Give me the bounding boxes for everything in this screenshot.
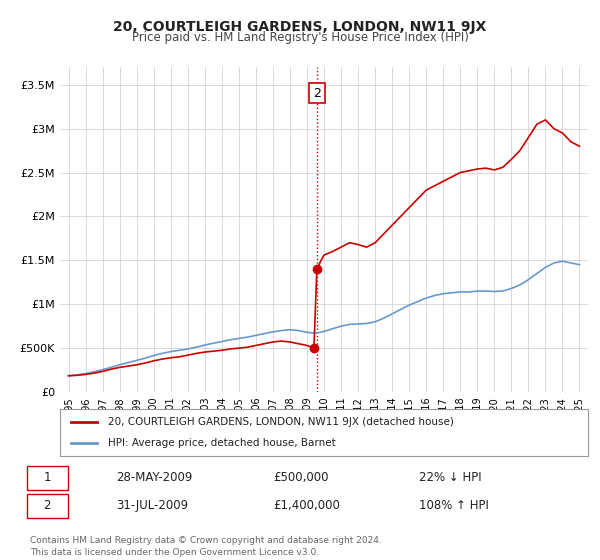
Text: This data is licensed under the Open Government Licence v3.0.: This data is licensed under the Open Gov… — [30, 548, 319, 557]
Text: 108% ↑ HPI: 108% ↑ HPI — [419, 499, 488, 512]
FancyBboxPatch shape — [28, 494, 68, 518]
Text: Contains HM Land Registry data © Crown copyright and database right 2024.: Contains HM Land Registry data © Crown c… — [30, 536, 382, 545]
Text: 22% ↓ HPI: 22% ↓ HPI — [419, 471, 481, 484]
FancyBboxPatch shape — [60, 409, 588, 456]
Text: Price paid vs. HM Land Registry's House Price Index (HPI): Price paid vs. HM Land Registry's House … — [131, 31, 469, 44]
Text: HPI: Average price, detached house, Barnet: HPI: Average price, detached house, Barn… — [107, 438, 335, 448]
Text: 1: 1 — [44, 471, 51, 484]
Text: 2: 2 — [313, 87, 321, 100]
Text: £500,000: £500,000 — [273, 471, 329, 484]
Text: 28-MAY-2009: 28-MAY-2009 — [116, 471, 193, 484]
FancyBboxPatch shape — [28, 466, 68, 490]
Text: £1,400,000: £1,400,000 — [273, 499, 340, 512]
Text: 31-JUL-2009: 31-JUL-2009 — [116, 499, 188, 512]
Text: 2: 2 — [44, 499, 51, 512]
Text: 20, COURTLEIGH GARDENS, LONDON, NW11 9JX (detached house): 20, COURTLEIGH GARDENS, LONDON, NW11 9JX… — [107, 417, 454, 427]
Text: 20, COURTLEIGH GARDENS, LONDON, NW11 9JX: 20, COURTLEIGH GARDENS, LONDON, NW11 9JX — [113, 20, 487, 34]
